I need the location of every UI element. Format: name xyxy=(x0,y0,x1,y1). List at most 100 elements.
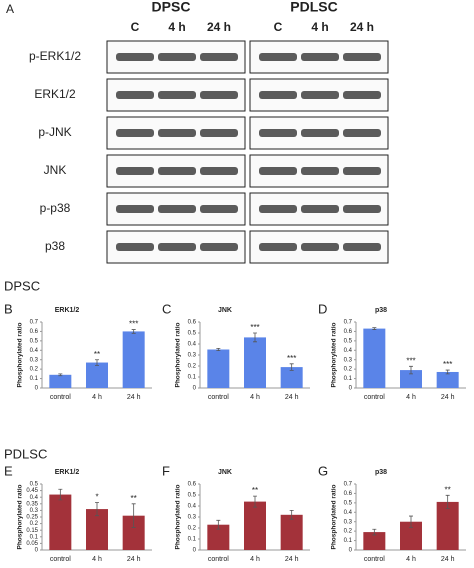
bar xyxy=(207,349,230,388)
error-bar xyxy=(253,332,257,343)
blot-band xyxy=(343,243,381,251)
chart-title: ERK1/2 xyxy=(55,307,80,314)
chart-title: JNK xyxy=(218,469,232,476)
x-tick-label: 24 h xyxy=(285,394,299,401)
blot-band xyxy=(259,167,297,175)
panel-letter: G xyxy=(318,463,328,478)
blot-band xyxy=(116,53,154,61)
y-tick-label: 0.5 xyxy=(188,331,197,337)
x-tick-label: control xyxy=(50,394,71,401)
section-label: DPSC xyxy=(4,278,40,293)
error-bar xyxy=(372,528,377,536)
y-tick-label: 0.5 xyxy=(188,493,197,499)
blot-band xyxy=(116,243,154,251)
chart-title: p38 xyxy=(375,469,387,476)
y-tick-label: 0.3 xyxy=(188,353,197,359)
blot-band xyxy=(259,205,297,213)
y-axis-label: Phosphorylated ratio xyxy=(175,484,182,549)
y-axis-label: Phosphorylated ratio xyxy=(175,322,182,387)
lane-label: 4 h xyxy=(168,20,185,34)
x-tick-label: 24 h xyxy=(127,394,141,401)
blot-band xyxy=(259,129,297,137)
blot-band xyxy=(116,167,154,175)
significance: *** xyxy=(287,354,296,363)
blot-band xyxy=(116,205,154,213)
x-tick-label: control xyxy=(364,556,385,563)
error-bar xyxy=(58,488,63,501)
y-tick-label: 0.3 xyxy=(30,508,39,514)
bar xyxy=(207,524,230,550)
y-tick-label: 0.1 xyxy=(188,537,197,543)
section-label: PDLSC xyxy=(4,446,47,461)
chart-title: ERK1/2 xyxy=(55,469,80,476)
y-tick-label: 0 xyxy=(349,548,353,554)
panel-letter: E xyxy=(4,463,13,478)
blot-band xyxy=(301,53,339,61)
y-axis-label: Phosphorylated ratio xyxy=(331,322,338,387)
y-tick-label: 0.4 xyxy=(188,504,197,510)
y-axis-label: Phosphorylated ratio xyxy=(331,484,338,549)
x-tick-label: 24 h xyxy=(127,556,141,563)
error-bar xyxy=(289,510,294,520)
x-tick-label: 4 h xyxy=(250,394,260,401)
blot-band xyxy=(343,91,381,99)
y-tick-label: 0.3 xyxy=(188,515,197,521)
y-tick-label: 0.2 xyxy=(188,364,197,370)
error-bar xyxy=(95,502,99,517)
y-tick-label: 0.1 xyxy=(30,376,39,382)
y-tick-label: 0.1 xyxy=(344,538,353,544)
significance: * xyxy=(95,493,98,502)
y-tick-label: 0.5 xyxy=(30,338,39,344)
x-tick-label: 24 h xyxy=(441,394,455,401)
x-tick-label: 24 h xyxy=(285,556,299,563)
chart-title: JNK xyxy=(218,307,232,314)
lane-label: 4 h xyxy=(311,20,328,34)
y-tick-label: 0.3 xyxy=(344,357,353,363)
bar xyxy=(436,371,459,388)
row-label: p-p38 xyxy=(40,201,71,215)
y-tick-label: 0 xyxy=(35,548,39,554)
y-tick-label: 0.5 xyxy=(344,338,353,344)
y-tick-label: 0.4 xyxy=(30,348,39,354)
row-label: p-ERK1/2 xyxy=(29,49,81,63)
bar xyxy=(280,514,303,550)
significance: *** xyxy=(443,360,452,369)
bar xyxy=(363,328,386,388)
blot-band xyxy=(158,53,196,61)
blot-band xyxy=(158,129,196,137)
blot-band xyxy=(301,205,339,213)
y-tick-label: 0.6 xyxy=(344,491,353,497)
blot-band xyxy=(301,91,339,99)
blot-band xyxy=(301,243,339,251)
panel-letter: F xyxy=(162,463,170,478)
significance: ** xyxy=(131,494,137,503)
y-tick-label: 0 xyxy=(193,548,197,554)
bar xyxy=(400,521,422,550)
x-tick-label: control xyxy=(208,556,229,563)
y-tick-label: 0.4 xyxy=(30,495,39,501)
blot-band xyxy=(158,243,196,251)
y-tick-label: 0.2 xyxy=(344,367,353,373)
row-label: p-JNK xyxy=(38,125,71,139)
y-tick-label: 0.2 xyxy=(30,367,39,373)
bar xyxy=(49,374,72,388)
blot-band xyxy=(200,53,238,61)
significance: *** xyxy=(129,320,138,329)
blot-band xyxy=(158,205,196,213)
blot-band xyxy=(158,167,196,175)
y-tick-label: 0.45 xyxy=(26,488,38,494)
x-tick-label: control xyxy=(50,556,71,563)
bar xyxy=(400,370,422,388)
panel-letter: A xyxy=(6,2,14,16)
lane-label: 24 h xyxy=(207,20,231,34)
group-label: PDLSC xyxy=(290,0,337,15)
y-tick-label: 0.7 xyxy=(344,320,353,326)
y-tick-label: 0.4 xyxy=(344,510,353,516)
bar xyxy=(86,509,108,550)
y-tick-label: 0.35 xyxy=(26,501,38,507)
lane-label: 24 h xyxy=(350,20,374,34)
panel-letter: B xyxy=(4,301,13,316)
significance: *** xyxy=(250,323,259,332)
